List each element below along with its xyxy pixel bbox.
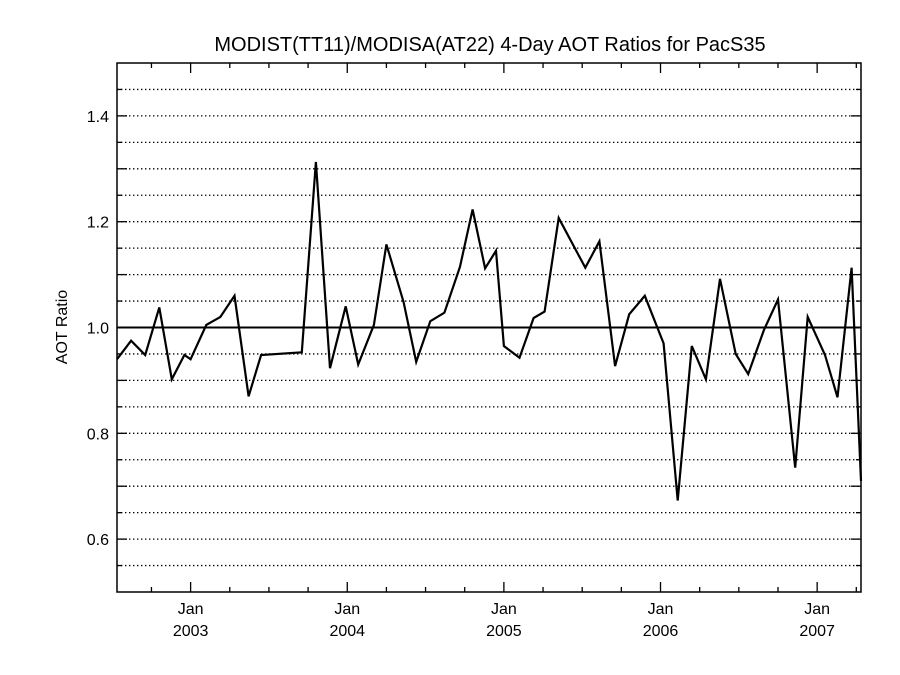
y-tick-label: 1.2 bbox=[87, 215, 109, 232]
x-tick-label-month: Jan bbox=[648, 601, 674, 618]
chart-title: MODIST(TT11)/MODISA(AT22) 4-Day AOT Rati… bbox=[214, 34, 765, 56]
y-tick-label: 1.0 bbox=[87, 321, 109, 338]
y-tick-label: 0.6 bbox=[87, 532, 109, 549]
y-tick-label: 0.8 bbox=[87, 426, 109, 443]
x-tick-label-year: 2007 bbox=[799, 623, 835, 640]
y-axis: 0.6 0.8 1.0 1.2 1.4 bbox=[87, 88, 861, 567]
x-tick-label-year: 2003 bbox=[173, 623, 209, 640]
x-tick-label-year: 2006 bbox=[643, 623, 679, 640]
series-line bbox=[116, 161, 863, 501]
x-tick-label-month: Jan bbox=[804, 601, 830, 618]
gridlines bbox=[117, 88, 861, 567]
x-tick-label-month: Jan bbox=[178, 601, 204, 618]
x-tick-label-year: 2005 bbox=[486, 623, 522, 640]
y-axis-label: AOT Ratio bbox=[54, 290, 71, 365]
x-tick-label-month: Jan bbox=[491, 601, 517, 618]
x-tick-label-month: Jan bbox=[334, 601, 360, 618]
y-tick-label: 1.4 bbox=[87, 109, 109, 126]
x-tick-label-year: 2004 bbox=[329, 623, 365, 640]
x-axis: Jan 2003 Jan 2004 Jan 2005 Jan 2006 Jan 2007 bbox=[150, 63, 857, 640]
